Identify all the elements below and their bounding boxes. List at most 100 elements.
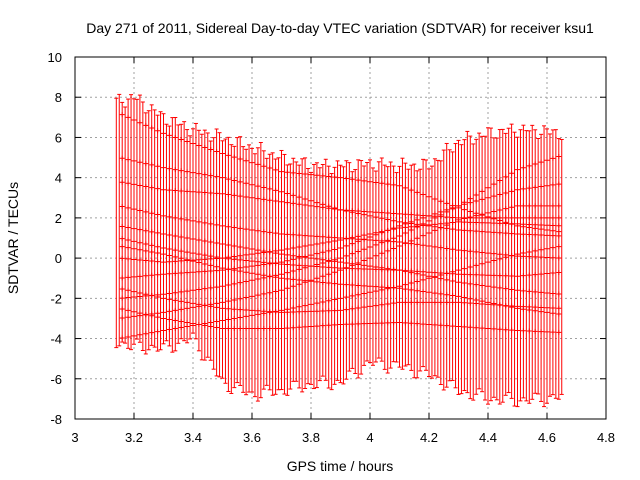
- data-point: [302, 278, 308, 284]
- data-point: [473, 282, 479, 288]
- data-point: [461, 227, 467, 233]
- data-point: [444, 323, 450, 329]
- data-point: [503, 174, 509, 180]
- data-point: [143, 184, 149, 190]
- data-point: [161, 187, 166, 193]
- data-point: [155, 212, 161, 218]
- data-point: [509, 215, 515, 221]
- data-point: [208, 221, 214, 227]
- data-point: [379, 215, 385, 221]
- x-tick-label: 3.4: [184, 430, 202, 445]
- data-point: [379, 240, 385, 246]
- data-point: [426, 213, 432, 219]
- data-point: [237, 244, 243, 250]
- data-point: [515, 287, 520, 293]
- data-point: [255, 247, 261, 253]
- data-point: [550, 215, 556, 221]
- data-point: [450, 278, 456, 284]
- data-point: [408, 238, 414, 244]
- data-point: [379, 230, 385, 236]
- data-point: [190, 140, 196, 146]
- data-point: [556, 329, 562, 335]
- data-point: [391, 210, 397, 216]
- data-point: [249, 307, 255, 313]
- data-point: [509, 204, 515, 210]
- data-point: [125, 287, 131, 293]
- data-point: [509, 286, 515, 292]
- data-point: [131, 181, 137, 187]
- data-point: [338, 245, 343, 251]
- data-point: [249, 263, 255, 269]
- data-point: [397, 319, 402, 325]
- data-point: [367, 209, 373, 215]
- data-point: [373, 242, 379, 248]
- data-point: [379, 250, 385, 256]
- data-point: [290, 245, 296, 251]
- data-point: [220, 283, 225, 289]
- data-point: [432, 322, 438, 328]
- data-point: [526, 221, 532, 227]
- data-point: [450, 226, 456, 232]
- data-point: [491, 215, 497, 221]
- data-point: [267, 309, 273, 315]
- data-point: [155, 186, 161, 192]
- data-point: [161, 315, 166, 321]
- data-point: [343, 265, 349, 271]
- data-point: [190, 250, 196, 256]
- data-point: [290, 283, 296, 289]
- data-point: [343, 243, 349, 249]
- data-point: [172, 247, 178, 253]
- data-point: [485, 185, 491, 191]
- data-point: [503, 215, 509, 221]
- data-point: [326, 205, 332, 211]
- data-point: [473, 220, 479, 226]
- data-point: [556, 203, 562, 209]
- data-point: [231, 154, 237, 160]
- data-point: [143, 248, 149, 254]
- data-point: [355, 208, 361, 214]
- data-point: [255, 326, 261, 331]
- data-point: [119, 179, 125, 185]
- data-point: [420, 233, 426, 239]
- data-point: [196, 286, 202, 292]
- data-point: [532, 272, 538, 278]
- data-point: [332, 238, 338, 244]
- data-point: [444, 214, 450, 220]
- data-point: [149, 258, 155, 264]
- data-point: [137, 227, 143, 233]
- data-point: [391, 225, 397, 231]
- data-point: [532, 184, 538, 190]
- data-point: [131, 246, 137, 252]
- data-point: [237, 268, 243, 274]
- data-point: [302, 265, 308, 271]
- data-point: [515, 187, 520, 193]
- data-point: [243, 226, 249, 232]
- data-point: [467, 248, 473, 254]
- data-point: [190, 170, 196, 176]
- data-point: [349, 176, 355, 182]
- data-point: [497, 215, 503, 221]
- data-point: [520, 165, 526, 171]
- data-point: [397, 223, 402, 229]
- data-point: [526, 288, 532, 294]
- x-tick-label: 3: [71, 430, 78, 445]
- data-point: [497, 302, 503, 308]
- data-point: [119, 255, 125, 261]
- data-point: [473, 272, 479, 278]
- data-point: [284, 191, 290, 197]
- data-point: [503, 254, 509, 260]
- data-point: [467, 214, 473, 220]
- data-point: [320, 273, 326, 279]
- data-point: [314, 256, 320, 262]
- data-point: [119, 223, 125, 229]
- data-point: [515, 221, 520, 227]
- data-point: [125, 256, 131, 262]
- data-point: [526, 185, 532, 191]
- data-point: [432, 196, 438, 202]
- data-point: [491, 229, 497, 235]
- data-point: [267, 261, 273, 267]
- data-point: [503, 230, 509, 236]
- data-point: [320, 299, 326, 305]
- data-point: [125, 205, 131, 211]
- data-point: [119, 295, 125, 301]
